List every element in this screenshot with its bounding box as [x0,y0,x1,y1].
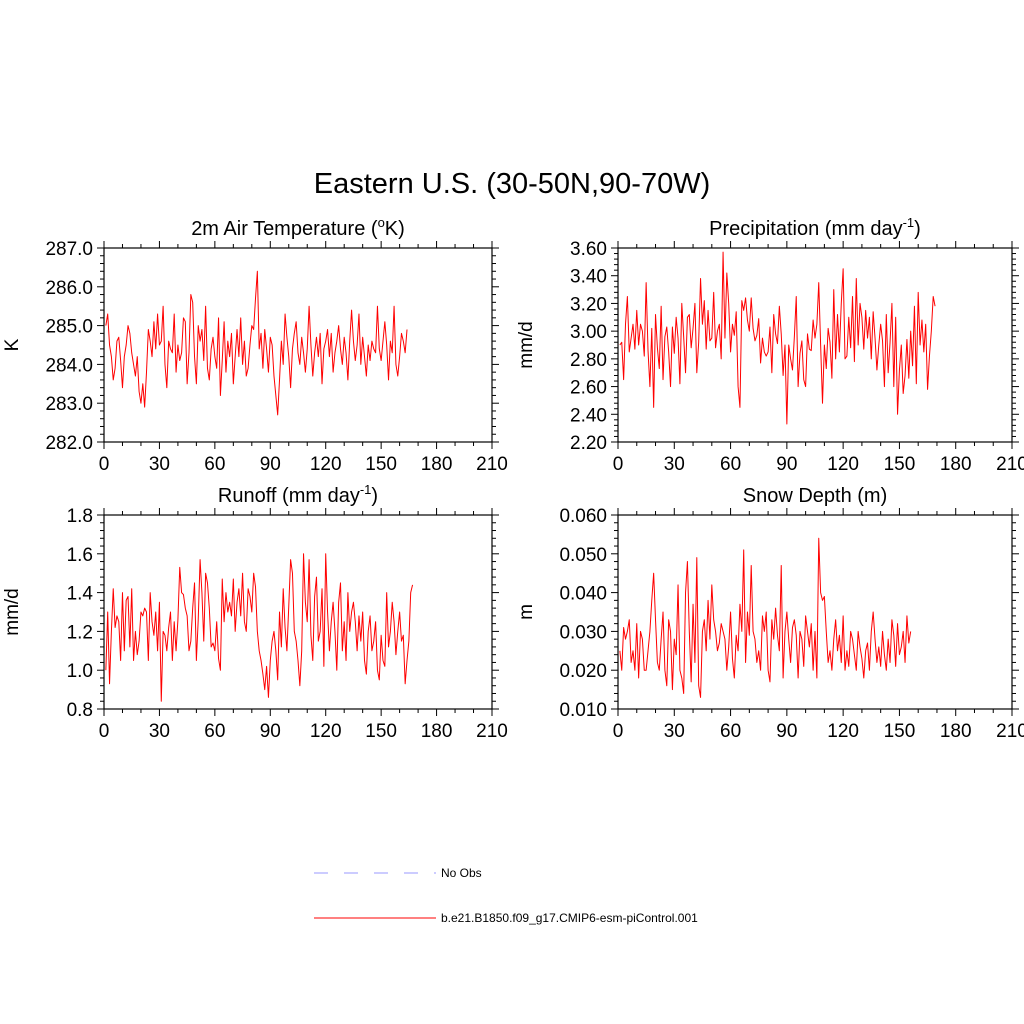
y-tick-label: 3.00 [570,322,607,343]
x-tick-label: 0 [613,454,624,475]
plot-frame [103,514,493,710]
x-tick-label: 180 [421,721,453,742]
y-tick-label: 3.40 [570,267,607,288]
panel-3: Runoff (mm day-1) mm/d 0 30 60 90 120 150 180 210… [2,482,508,742]
legend: No Obs b.e21.B1850.f09_g17.CMIP6-esm-piC… [314,866,698,925]
x-tick-label: 60 [204,454,225,475]
x-tick-label: 120 [310,721,342,742]
panel-1: 2m Air Temperature (oK) K 0 30 60 90 120 150 180… [2,215,508,475]
y-axis-label: m [516,604,537,620]
figure-title: Eastern U.S. (30-50N,90-70W) [314,168,710,200]
y-tick-label: 285.0 [45,317,93,338]
y-tick-label: 0.020 [559,661,607,682]
x-tick-label: 180 [421,454,453,475]
series-line [619,251,936,425]
x-tick-label: 210 [996,454,1024,475]
y-tick-label: 283.0 [45,394,93,415]
x-tick-label: 210 [476,454,508,475]
x-tick-label: 90 [776,721,797,742]
x-tick-label: 180 [940,454,972,475]
y-tick-label: 0.060 [559,506,607,527]
series-line [105,553,414,702]
y-tick-label: 287.0 [45,239,93,260]
x-tick-label: 60 [720,454,741,475]
y-tick-label: 2.80 [570,350,607,371]
x-tick-label: 150 [884,454,916,475]
x-tick-label: 120 [827,721,859,742]
panel-title: Runoff (mm day-1) [218,482,378,507]
y-tick-label: 1.4 [67,584,94,605]
y-tick-label: 0.030 [559,622,607,643]
x-tick-label: 60 [204,721,225,742]
y-tick-label: 1.2 [67,622,93,643]
x-tick-label: 0 [99,454,110,475]
plot-frame [617,514,1013,710]
x-tick-label: 120 [310,454,342,475]
y-tick-label: 0.010 [559,700,607,721]
plot-frame [103,247,493,443]
y-tick-label: 286.0 [45,278,93,299]
legend-label-model: b.e21.B1850.f09_g17.CMIP6-esm-piControl.… [441,911,698,925]
y-tick-label: 0.040 [559,584,607,605]
x-tick-label: 90 [776,454,797,475]
y-tick-label: 2.40 [570,405,607,426]
x-tick-label: 30 [149,721,170,742]
y-tick-label: 1.8 [67,506,93,527]
x-tick-label: 30 [664,721,685,742]
x-tick-label: 210 [476,721,508,742]
x-tick-label: 90 [260,721,281,742]
panel-title: Snow Depth (m) [743,485,888,507]
series-line [619,537,912,698]
y-tick-label: 2.20 [570,433,607,454]
x-tick-label: 30 [149,454,170,475]
x-tick-label: 0 [613,721,624,742]
x-tick-label: 180 [940,721,972,742]
x-tick-label: 30 [664,454,685,475]
x-tick-label: 210 [996,721,1024,742]
y-axis-label: mm/d [516,321,537,369]
y-tick-label: 282.0 [45,433,93,454]
panel-title: Precipitation (mm day-1) [709,215,921,240]
y-axis-label: mm/d [2,588,23,636]
plot-frame [617,247,1013,443]
y-tick-label: 1.0 [67,661,93,682]
x-tick-label: 120 [827,454,859,475]
y-tick-label: 284.0 [45,355,93,376]
x-tick-label: 150 [884,721,916,742]
x-tick-label: 150 [365,454,397,475]
y-tick-label: 0.8 [67,700,93,721]
legend-label-no-obs: No Obs [441,866,482,880]
y-tick-label: 1.6 [67,545,93,566]
panel-2: Precipitation (mm day-1) mm/d 0 30 60 90 120 15… [516,215,1024,475]
x-tick-label: 150 [365,721,397,742]
x-tick-label: 90 [260,454,281,475]
x-tick-label: 60 [720,721,741,742]
y-tick-label: 0.050 [559,545,607,566]
panel-title: 2m Air Temperature (oK) [191,215,405,240]
panels: 2m Air Temperature (oK) K 0 30 60 90 120 150 180… [2,215,1024,742]
y-tick-label: 2.60 [570,378,607,399]
y-tick-label: 3.20 [570,294,607,315]
panel-4: Snow Depth (m) m 0 30 60 90 120 150 180 210 0.010 0… [516,485,1024,742]
y-tick-label: 3.60 [570,239,607,260]
series-line [105,270,408,416]
y-axis-label: K [2,338,23,351]
x-tick-label: 0 [99,721,110,742]
